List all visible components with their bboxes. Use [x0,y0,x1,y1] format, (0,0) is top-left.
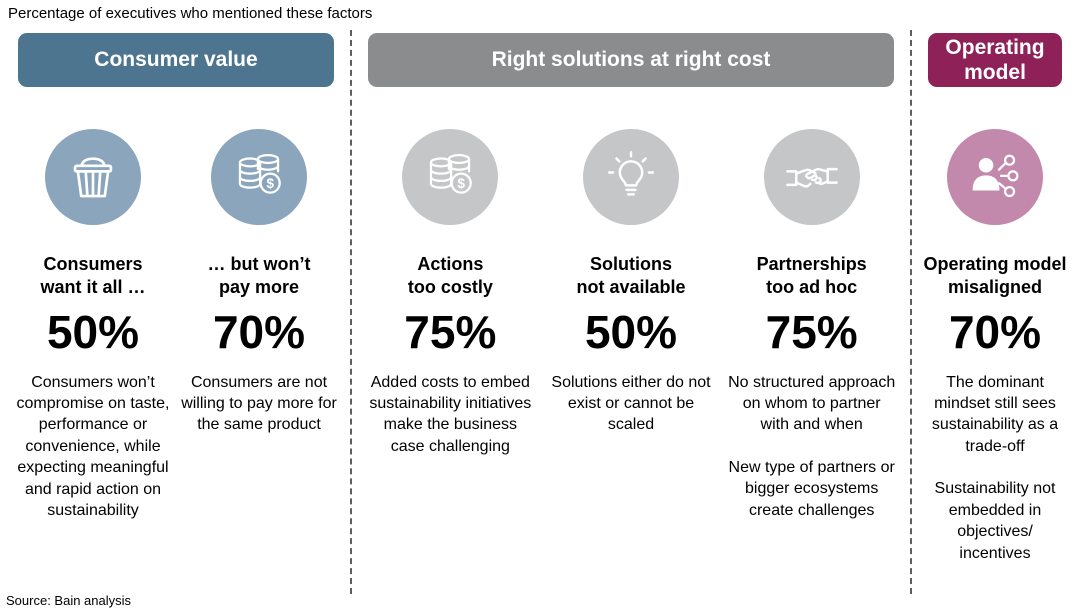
group-columns: $ Actions too costly 75% Added costs to … [360,87,902,594]
factor-percentage: 75% [765,306,858,358]
factor-column-partnerships-ad-hoc: Partnerships too ad hoc 75% No structure… [721,87,902,594]
factor-description: Consumers won’t compromise on taste, per… [16,373,170,520]
page-title: Percentage of executives who mentioned t… [8,5,373,22]
factor-description: Solutions either do not exist or cannot … [551,373,711,434]
section-divider [910,30,912,594]
coins-icon: $ [402,129,499,225]
factor-percentage: 50% [46,306,140,358]
handshake-icon [763,129,860,225]
factor-description: Added costs to embed sustainability init… [369,373,532,455]
group-operating-model: Operating model [920,30,1070,594]
people-network-icon [947,129,1043,225]
group-header-operating-model: Operating model [928,33,1062,87]
factor-heading: Solutions not available [576,254,686,297]
group-consumer-value: Consumer value Consumers wa [10,30,342,594]
factor-percentage: 75% [404,306,497,358]
svg-text:$: $ [266,176,274,191]
factor-percentage: 70% [212,306,306,358]
group-header-consumer-value: Consumer value [18,33,334,87]
coins-icon: $ [211,129,307,225]
factor-column-actions-too-costly: $ Actions too costly 75% Added costs to … [360,87,541,594]
group-right-solutions: Right solutions at right cost [360,30,902,594]
factor-heading: Actions too costly [407,254,493,297]
factor-column-wont-pay-more: $ … but won’t pay more 70% Consumers are… [176,87,342,594]
factor-percentage: 70% [948,306,1042,358]
factor-column-solutions-not-available: Solutions not available 50% Solutions ei… [541,87,722,594]
factor-description: No structured approach on whom to partne… [728,373,896,519]
factor-description: The dominant mindset still sees sustaina… [931,373,1059,562]
group-columns: Consumers want it all … 50% Consumers wo… [10,87,342,594]
factor-heading: Partnerships too ad hoc [756,254,867,297]
lightbulb-icon [583,129,679,225]
source-note: Source: Bain analysis [6,593,132,608]
factor-column-operating-model: Operating model misaligned 70% The domin… [920,87,1070,594]
factor-description: Consumers are not willing to pay more fo… [181,373,337,434]
group-header-right-solutions: Right solutions at right cost [368,33,894,87]
factor-heading: … but won’t pay more [207,254,311,297]
factor-heading: Consumers want it all … [40,254,146,297]
factor-percentage: 50% [584,306,678,358]
group-columns: Operating model misaligned 70% The domin… [920,87,1070,594]
svg-text:$: $ [458,176,466,191]
factor-column-consumers-want-it-all: Consumers want it all … 50% Consumers wo… [10,87,176,594]
factor-heading: Operating model misaligned [923,254,1067,297]
section-divider [350,30,352,594]
main-content: Consumer value Consumers wa [0,30,1080,594]
basket-icon [45,129,141,225]
